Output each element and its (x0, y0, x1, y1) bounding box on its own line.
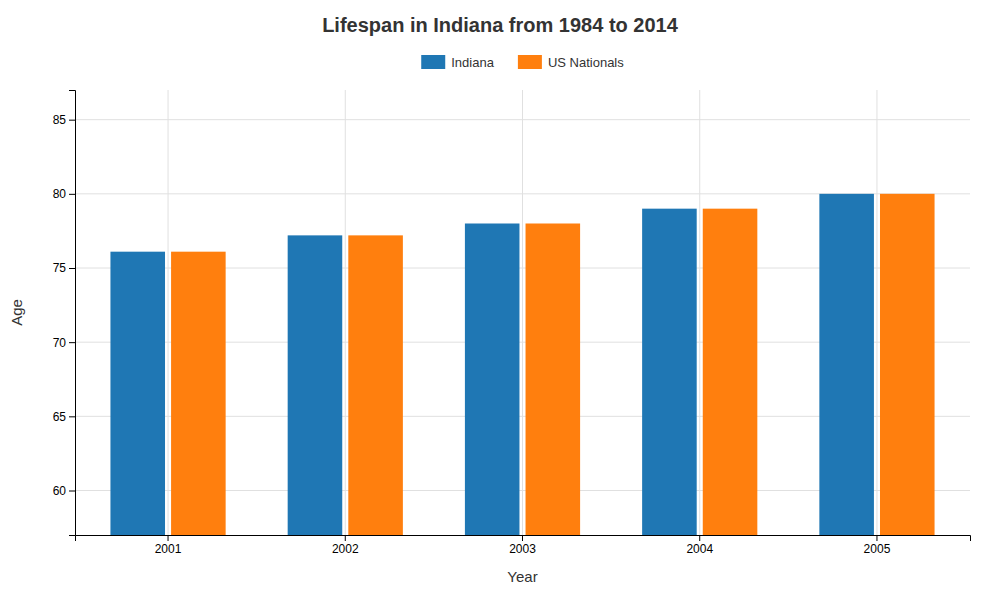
y-tick: 80 (53, 187, 75, 201)
grid-line (876, 90, 877, 535)
y-axis-title: Age (8, 299, 25, 326)
y-axis: 60 65 70 75 80 85 (53, 91, 76, 536)
x-tick: 2004 (686, 535, 713, 556)
bar (703, 209, 758, 535)
bar (288, 235, 343, 535)
y-tick: 60 (53, 484, 75, 498)
grid (75, 90, 970, 535)
x-tick-label: 2004 (686, 542, 713, 556)
y-tick-mark (69, 416, 75, 417)
bar (171, 252, 226, 535)
bar (880, 194, 935, 535)
bar (526, 224, 581, 536)
x-tick-mark (168, 535, 169, 541)
legend-label: Indiana (451, 55, 494, 70)
y-tick-label: 65 (53, 410, 67, 424)
bar (465, 224, 520, 536)
y-tick-label: 85 (53, 113, 67, 127)
y-tick-label: 60 (53, 484, 67, 498)
x-tick: 2003 (509, 535, 536, 556)
bars (110, 194, 934, 535)
bar (348, 235, 403, 535)
legend-swatch (421, 55, 445, 69)
x-tick-label: 2002 (332, 542, 359, 556)
y-tick-mark (69, 491, 75, 492)
grid-line (699, 90, 700, 535)
y-tick-mark (69, 120, 75, 121)
y-tick-label: 80 (53, 187, 67, 201)
title: Lifespan in Indiana from 1984 to 2014 (322, 14, 679, 36)
grid-line (345, 90, 346, 535)
chart: 60 65 70 75 80 85 2001 2002 2003 2004 2005 Lifespan… (0, 0, 1000, 600)
y-tick: 70 (53, 336, 75, 350)
y-tick-mark (69, 268, 75, 269)
x-tick-mark (699, 535, 700, 541)
y-axis-line (69, 91, 76, 536)
x-tick: 2002 (332, 535, 359, 556)
y-tick: 65 (53, 410, 75, 424)
x-tick: 2001 (155, 535, 182, 556)
legend-item: US Nationals (518, 55, 624, 70)
y-tick-mark (69, 342, 75, 343)
y-tick: 85 (53, 113, 75, 127)
plot: 60 65 70 75 80 85 2001 2002 2003 2004 2005 (53, 90, 971, 556)
x-tick-mark (345, 535, 346, 541)
x-tick-label: 2005 (864, 542, 891, 556)
y-tick-mark (69, 194, 75, 195)
x-axis: 2001 2002 2003 2004 2005 (76, 535, 971, 556)
legend-item: Indiana (421, 55, 494, 70)
y-tick-label: 70 (53, 336, 67, 350)
y-tick-label: 75 (53, 261, 67, 275)
grid-line (522, 90, 523, 535)
grid-line (168, 90, 169, 535)
bar (819, 194, 874, 535)
x-tick-mark (876, 535, 877, 541)
x-tick-label: 2001 (155, 542, 182, 556)
x-axis-line (76, 536, 971, 542)
legend-swatch (518, 55, 542, 69)
legend: Indiana US Nationals (421, 55, 624, 70)
x-axis-title: Year (507, 568, 537, 585)
x-tick-mark (522, 535, 523, 541)
x-tick: 2005 (864, 535, 891, 556)
x-tick-label: 2003 (509, 542, 536, 556)
bar (110, 252, 165, 535)
bar (642, 209, 697, 535)
y-tick: 75 (53, 261, 75, 275)
legend-label: US Nationals (548, 55, 624, 70)
